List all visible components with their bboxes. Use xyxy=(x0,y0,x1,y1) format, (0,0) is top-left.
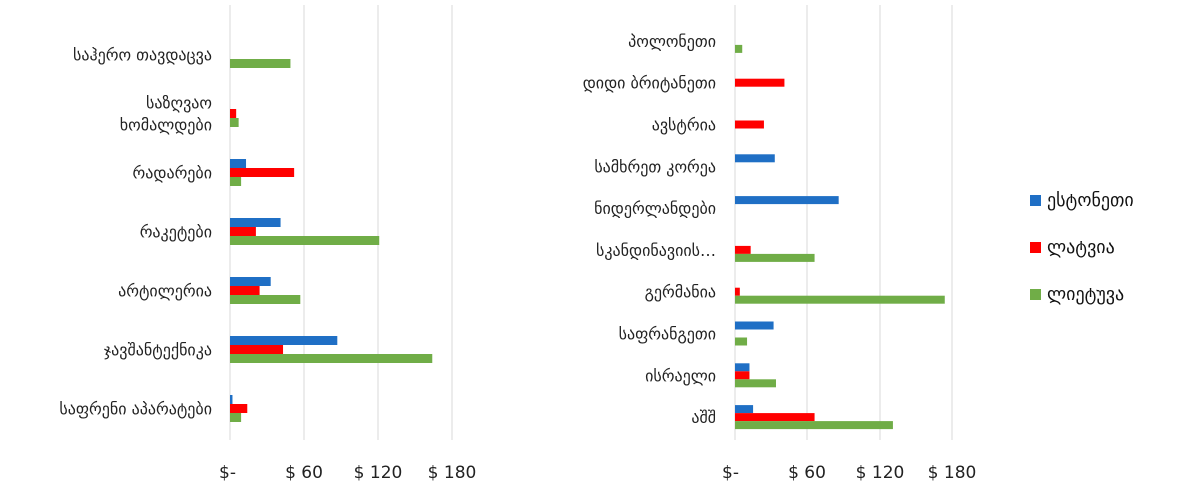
bar-lithuania xyxy=(230,354,433,363)
bar-lithuania xyxy=(735,44,743,53)
chart-panel-1: $- $ 60 $ 120 $ 180 საჰერო თავდაცვა საზღვაო ხო… xyxy=(59,5,476,483)
legend-swatch-lithuania xyxy=(1030,289,1041,300)
category-label: საჰერო თავდაცვა xyxy=(73,46,212,65)
bar-latvia xyxy=(230,227,256,236)
category-label: ხომალდები xyxy=(120,116,212,135)
x-tick-label: $ 120 xyxy=(856,463,905,483)
bar-lithuania xyxy=(230,413,242,422)
category-label: არტილერია xyxy=(118,282,212,301)
x-tick-label: $ 180 xyxy=(928,463,977,483)
bar-latvia xyxy=(735,120,764,129)
x-tick-label: $ 60 xyxy=(285,463,323,483)
bar-lithuania xyxy=(230,236,380,245)
category-label: ჯავშანტექნიკა xyxy=(104,341,212,360)
category-label: სკანდინავიის… xyxy=(596,241,716,260)
bar-lithuania xyxy=(230,59,291,68)
bar-lithuania xyxy=(735,253,815,262)
category-label: ისრაელი xyxy=(645,366,716,385)
category-label: ავსტრია xyxy=(652,116,716,135)
bar-latvia xyxy=(230,345,284,354)
category-label: საზღვაო xyxy=(146,94,212,113)
bar-estonia xyxy=(230,395,233,404)
bar-latvia xyxy=(230,109,237,118)
x-tick-label: $- xyxy=(219,463,236,483)
legend-swatch-estonia xyxy=(1030,195,1041,206)
bar-latvia xyxy=(735,413,815,422)
bar-lithuania xyxy=(230,118,239,127)
category-label: რაკეტები xyxy=(140,223,212,242)
bar-estonia xyxy=(230,336,338,345)
bar-latvia xyxy=(735,371,750,380)
x-tick-label: $ 120 xyxy=(354,463,403,483)
x-tick-label: $- xyxy=(722,463,739,483)
category-label: აშშ xyxy=(691,408,716,427)
category-label: რადარები xyxy=(133,164,213,183)
bar-lithuania xyxy=(735,295,945,304)
bar-lithuania xyxy=(735,421,893,430)
bar-latvia xyxy=(230,286,260,295)
legend-item-latvia: ლატვია xyxy=(1030,235,1134,260)
chart-panel-2: $- $ 60 $ 120 $ 180 პოლონეთი დიდი ბრიტანეთი ავ… xyxy=(583,5,977,483)
legend-item-lithuania: ლიეტუვა xyxy=(1030,282,1134,307)
bar-lithuania xyxy=(230,177,242,186)
x-tick-label: $ 180 xyxy=(428,463,477,483)
x-tick-label: $ 60 xyxy=(788,463,826,483)
bar-lithuania xyxy=(230,295,301,304)
category-label: საფრანგეთი xyxy=(619,325,716,344)
bar-latvia xyxy=(735,245,751,254)
bar-estonia xyxy=(230,159,247,168)
bar-latvia xyxy=(735,287,740,296)
bar-estonia xyxy=(230,218,281,227)
bar-estonia xyxy=(230,277,271,286)
chart-legend: ესტონეთი ლატვია ლიეტუვა xyxy=(1030,188,1134,329)
bar-latvia xyxy=(230,168,295,177)
legend-item-estonia: ესტონეთი xyxy=(1030,188,1134,213)
legend-label-estonia: ესტონეთი xyxy=(1047,190,1134,211)
legend-label-latvia: ლატვია xyxy=(1047,237,1115,258)
category-label: ნიდერლანდები xyxy=(594,199,716,218)
bar-lithuania xyxy=(735,379,776,388)
bar-latvia xyxy=(735,78,785,87)
bar-estonia xyxy=(735,363,750,372)
bar-estonia xyxy=(735,154,775,163)
category-label: დიდი ბრიტანეთი xyxy=(583,74,716,93)
bar-latvia xyxy=(230,404,248,413)
category-label: საფრენი აპარატები xyxy=(59,400,212,419)
bar-estonia xyxy=(735,321,774,330)
category-label: გერმანია xyxy=(645,283,716,302)
legend-swatch-latvia xyxy=(1030,242,1041,253)
legend-label-lithuania: ლიეტუვა xyxy=(1047,284,1125,305)
bar-estonia xyxy=(735,196,839,205)
bar-lithuania xyxy=(735,337,748,346)
category-label: პოლონეთი xyxy=(628,32,716,51)
bar-estonia xyxy=(735,405,754,414)
category-label: სამხრეთ კორეა xyxy=(594,157,716,176)
